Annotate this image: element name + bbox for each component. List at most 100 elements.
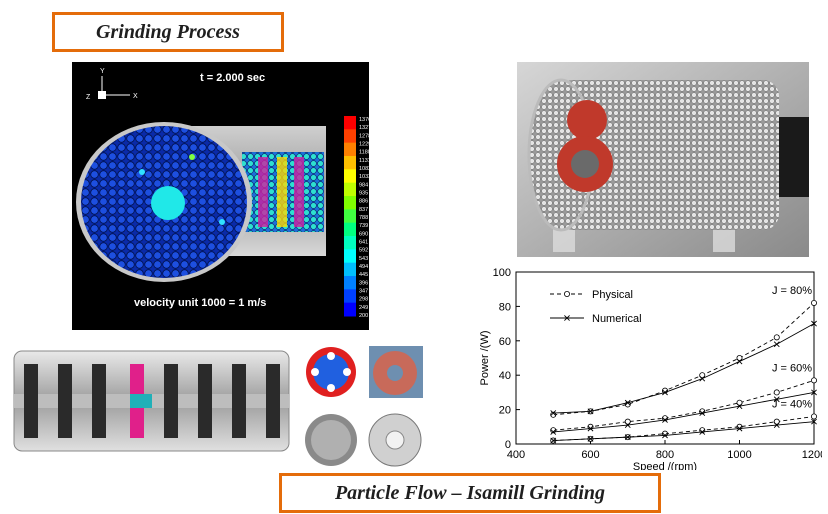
colorbar-tick-label: 249 xyxy=(359,305,368,311)
colorbar-segment xyxy=(344,289,356,304)
fast-particle xyxy=(219,219,225,225)
colorbar-tick-label: 200 xyxy=(359,313,368,319)
colorbar-tick-label: 1376 xyxy=(359,117,369,123)
annotations: J = 80% J = 60% J = 40% xyxy=(772,285,812,411)
numerical-point xyxy=(773,422,780,428)
colorbar-segment xyxy=(344,222,356,237)
group-annotation: J = 60% xyxy=(772,362,812,374)
colorbar-tick-label: 788 xyxy=(359,215,368,221)
y-tick-label: 40 xyxy=(499,370,511,382)
numerical-point xyxy=(624,434,631,441)
colorbar-tick-label: 935 xyxy=(359,191,368,197)
colorbar-tick-label: 984 xyxy=(359,182,368,188)
fast-particle xyxy=(139,169,145,175)
colorbar-segment xyxy=(344,142,356,157)
shaft-hub xyxy=(571,150,599,178)
axis-x-label: X xyxy=(133,93,138,100)
legend: Physical Numerical xyxy=(550,289,642,325)
physical-point xyxy=(773,334,780,341)
numerical-point xyxy=(624,399,631,406)
shaft-highlight xyxy=(130,394,152,408)
numerical-series-line xyxy=(553,391,815,433)
colorbar-tick-label: 1082 xyxy=(359,166,369,172)
group-annotation: J = 40% xyxy=(772,398,812,410)
title-particle-flow-text: Particle Flow – Isamill Grinding xyxy=(334,481,606,504)
numerical-series-line xyxy=(553,323,815,414)
x-tick-label: 400 xyxy=(507,449,525,461)
numerical-series-line xyxy=(553,421,815,442)
colorbar-tick-label: 494 xyxy=(359,264,368,270)
legend-marker-circle xyxy=(564,290,571,297)
y-tick-label: 60 xyxy=(499,336,511,348)
mill-disc xyxy=(266,364,280,438)
colorbar-tick-label: 690 xyxy=(359,231,368,237)
colorbar-segment xyxy=(344,276,356,290)
disc-streak-2 xyxy=(277,157,287,227)
colorbar-segment xyxy=(344,169,356,184)
colorbar-tick-label: 298 xyxy=(359,297,368,303)
x-axis-label: Speed /(rpm) xyxy=(633,461,697,470)
mill-disc xyxy=(232,364,246,438)
x-tick-label: 600 xyxy=(581,449,599,461)
glass-cylinder xyxy=(557,80,779,230)
colorbar-segment xyxy=(344,129,356,144)
numerical-point xyxy=(550,429,557,435)
colorbar-tick-label: 739 xyxy=(359,223,368,229)
colorbar-tick-label: 1278 xyxy=(359,133,369,139)
red-disc-small xyxy=(567,100,607,140)
numerical-point xyxy=(550,410,557,416)
physical-point xyxy=(773,418,780,425)
colorbar-segment xyxy=(344,302,356,317)
axis-z-label: Z xyxy=(86,94,91,101)
mill-photo xyxy=(517,62,809,257)
colorbar-tick-label: 1327 xyxy=(359,125,369,131)
legend-label: Physical xyxy=(592,289,633,301)
isamill-schematic-svg xyxy=(13,350,290,452)
y-tick-label: 80 xyxy=(499,301,511,313)
colorbar-tick-label: 592 xyxy=(359,248,368,254)
numerical-point xyxy=(773,396,780,403)
numerical-point xyxy=(587,408,594,415)
title-particle-flow: Particle Flow – Isamill Grinding xyxy=(279,473,661,513)
numerical-point xyxy=(699,429,706,435)
numerical-point xyxy=(550,437,557,444)
numerical-point xyxy=(587,425,594,432)
legend-marker-cross xyxy=(564,315,570,321)
disc-streak-1 xyxy=(258,157,268,227)
colorbar-tick-label: 1180 xyxy=(359,150,369,156)
physical-point xyxy=(550,411,557,418)
colorbar-segment xyxy=(344,249,356,264)
dem-simulation-image: Y Z X t = 2.000 sec velocity unit 1000 =… xyxy=(72,62,371,330)
y-axis-label: Power /(W) xyxy=(479,331,491,386)
plot-series xyxy=(550,299,817,444)
colorbar-tick-label: 396 xyxy=(359,280,368,286)
colorbar-tick-label: 1229 xyxy=(359,142,369,148)
physical-point xyxy=(810,377,817,384)
y-tick-label: 100 xyxy=(493,267,511,279)
y-tick-label: 20 xyxy=(499,405,511,417)
colorbar-segment xyxy=(344,116,356,130)
disc-thumbnails xyxy=(303,346,423,470)
numerical-point xyxy=(699,410,706,416)
colorbar-tick-label: 543 xyxy=(359,256,368,262)
physical-point xyxy=(699,372,706,379)
axis-triad-icon: Y Z X xyxy=(86,68,138,101)
numerical-point xyxy=(736,358,743,365)
numerical-point xyxy=(736,403,743,410)
shaft-cross-section xyxy=(151,186,185,220)
colorbar-tick-label: 347 xyxy=(359,289,368,295)
colorbar-tick-label: 1033 xyxy=(359,174,369,180)
mill-disc xyxy=(92,364,106,438)
velocity-unit-label: velocity unit 1000 = 1 m/s xyxy=(134,297,266,309)
physical-point xyxy=(736,399,743,406)
mill-photo-svg xyxy=(517,62,809,257)
numerical-point xyxy=(587,435,594,442)
y-tick-label: 0 xyxy=(505,439,511,451)
x-tick-label: 1000 xyxy=(727,449,751,461)
physical-series-line xyxy=(553,379,815,431)
